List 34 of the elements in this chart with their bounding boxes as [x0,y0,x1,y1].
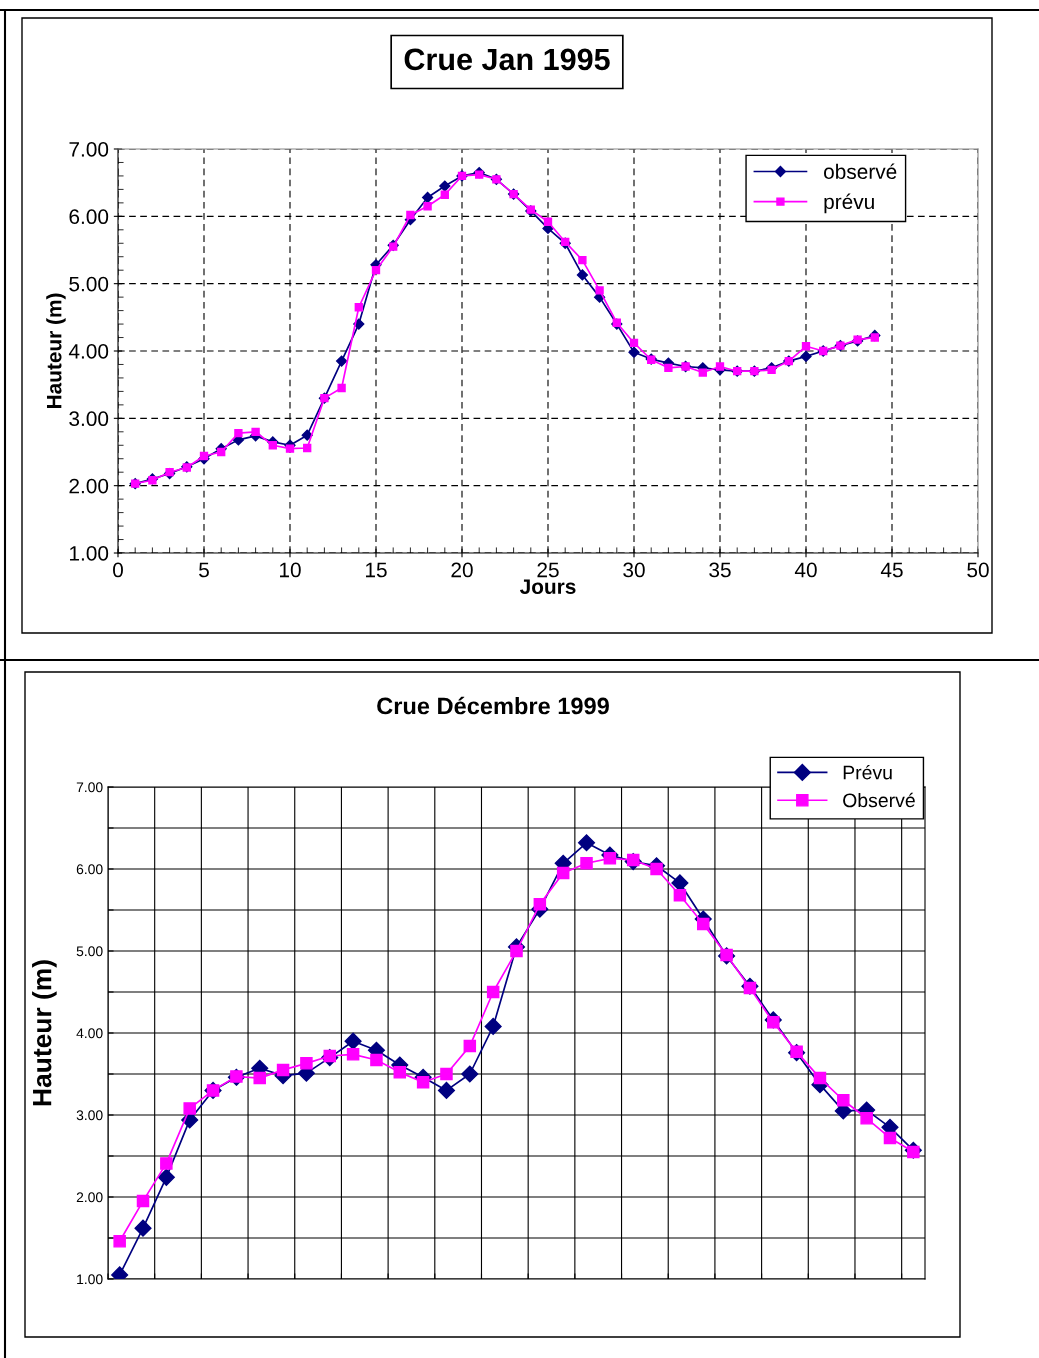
x-tick-label: 45 [880,562,903,578]
legend-label: observé [824,163,897,180]
y-axis-title: Hauteur (m) [46,293,66,409]
y-tick-label: 3.00 [76,1110,103,1121]
y-tick-label: 5.00 [69,276,109,292]
x-tick-label: 40 [794,562,817,578]
chart-title: Crue Décembre 1999 [377,696,609,715]
x-tick-label: 50 [967,562,989,578]
y-tick-label: 1.00 [77,1274,103,1285]
y-tick-label: 2.00 [76,1192,103,1203]
legend-label: Observé [843,792,915,808]
y-tick-label: 7.00 [69,142,109,157]
y-tick-label: 6.00 [69,209,109,225]
y-tick-label: 3.00 [69,411,109,427]
legend-label: Prévu [843,764,892,780]
x-tick-label: 10 [280,562,301,578]
x-axis-title: Jours [519,579,576,594]
chart-title: Crue Jan 1995 [404,48,610,71]
x-tick-label: 30 [623,562,645,578]
y-tick-label: 4.00 [76,1028,103,1039]
y-tick-label: 7.00 [76,782,103,793]
y-tick-label: 6.00 [76,864,103,875]
y-tick-label: 1.00 [70,546,109,561]
x-tick-label: 25 [537,562,559,578]
x-tick-label: 5 [199,562,209,578]
x-tick-label: 0 [113,562,123,578]
y-axis-title: Hauteur (m) [32,960,57,1106]
x-tick-label: 35 [709,562,731,578]
x-tick-label: 20 [451,562,473,578]
x-tick-label: 15 [366,562,387,578]
y-tick-label: 2.00 [69,478,109,494]
y-tick-label: 4.00 [68,344,109,359]
legend-label: prévu [824,193,874,214]
y-tick-label: 5.00 [76,946,103,957]
